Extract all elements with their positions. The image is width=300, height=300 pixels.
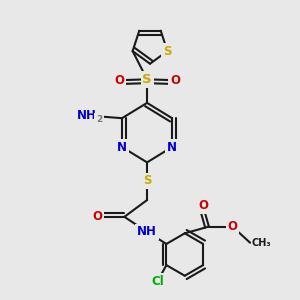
Text: S: S [143,174,151,188]
Text: O: O [227,220,237,233]
Text: NH: NH [137,225,157,239]
Text: Cl: Cl [151,275,164,288]
Text: S: S [142,73,152,86]
Text: CH₃: CH₃ [252,238,271,248]
Text: O: O [198,200,208,212]
Text: NH: NH [77,109,97,122]
Text: N: N [167,141,177,154]
Text: 2: 2 [96,115,102,124]
Text: O: O [114,74,124,87]
Text: O: O [170,74,180,87]
Text: S: S [163,45,172,58]
Text: O: O [92,210,102,223]
Text: N: N [117,141,127,154]
